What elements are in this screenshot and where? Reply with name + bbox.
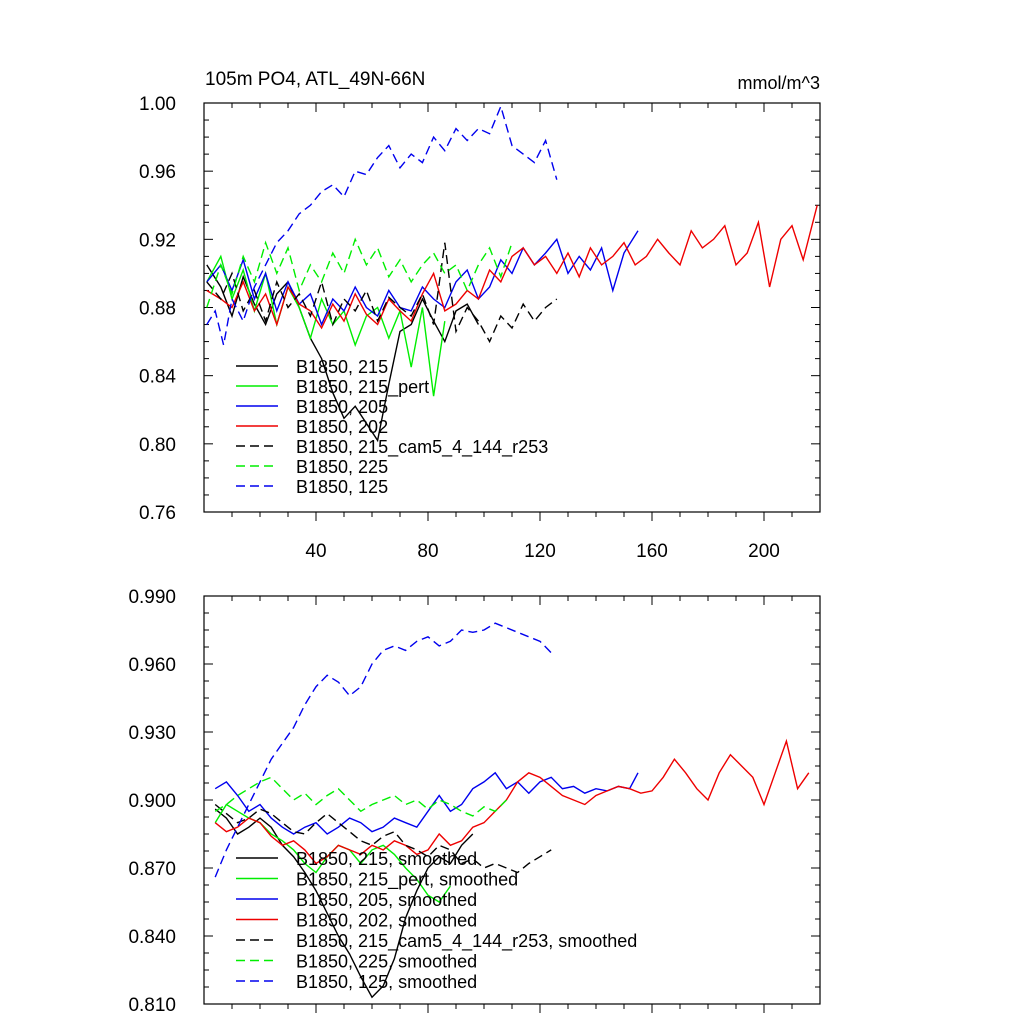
series-line [206,205,818,330]
y-tick-label: 1.00 [139,94,176,115]
legend-label: B1850, 215_pert [296,377,429,398]
series-line [206,230,639,327]
legend-label: B1850, 225, smoothed [296,952,477,972]
legend-label: B1850, 202, smoothed [296,911,477,931]
y-tick-label: 0.76 [139,503,176,524]
y-tick-label: 0.810 [128,995,176,1016]
x-tick-label: 160 [636,541,668,562]
y-tick-label: 0.84 [139,367,176,388]
legend-label: B1850, 215 [296,357,388,377]
series-line [206,104,558,346]
legend-label: B1850, 225 [296,457,388,477]
series-line [206,242,558,344]
y-tick-label: 0.840 [128,927,176,948]
y-tick-label: 0.88 [139,299,176,320]
legend-label: B1850, 205 [296,397,388,417]
series-line [214,622,552,878]
y-tick-label: 0.990 [128,587,176,608]
legend-label: B1850, 125 [296,477,388,497]
series-line [214,738,810,865]
y-tick-label: 0.96 [139,162,176,183]
y-tick-label: 0.960 [128,655,176,676]
figure-title: 105m PO4, ATL_49N-66N [205,69,425,90]
y-tick-label: 0.900 [128,791,176,812]
series-line [206,237,513,308]
legend-label: B1850, 215_cam5_4_144_r253 [296,437,548,458]
series-line [214,776,507,817]
series-line [214,808,474,999]
legend-label: B1850, 202 [296,417,388,437]
units-label: mmol/m^3 [738,73,820,93]
x-tick-label: 40 [305,541,326,562]
y-tick-label: 0.870 [128,859,176,880]
x-tick-label: 80 [417,541,438,562]
y-tick-label: 0.80 [139,435,176,456]
legend-label: B1850, 205, smoothed [296,890,477,910]
legend-label: B1850, 125, smoothed [296,972,477,992]
raw-panel: 0.76 0.80 0.84 0.88 0.92 0.96 1.00 40 80 120 160 20… [139,94,821,562]
x-tick-label: 120 [524,541,556,562]
legend-label: B1850, 215_pert, smoothed [296,870,518,891]
smoothed-panel: 0.810 0.840 0.870 0.900 0.930 0.960 0.990 B1850… [128,587,821,1016]
x-tick-label: 200 [748,541,780,562]
y-tick-label: 0.92 [139,230,176,251]
y-tick-label: 0.930 [128,723,176,744]
legend-label: B1850, 215, smoothed [296,849,477,869]
legend-label: B1850, 215_cam5_4_144_r253, smoothed [296,931,637,952]
series-line [214,771,639,835]
